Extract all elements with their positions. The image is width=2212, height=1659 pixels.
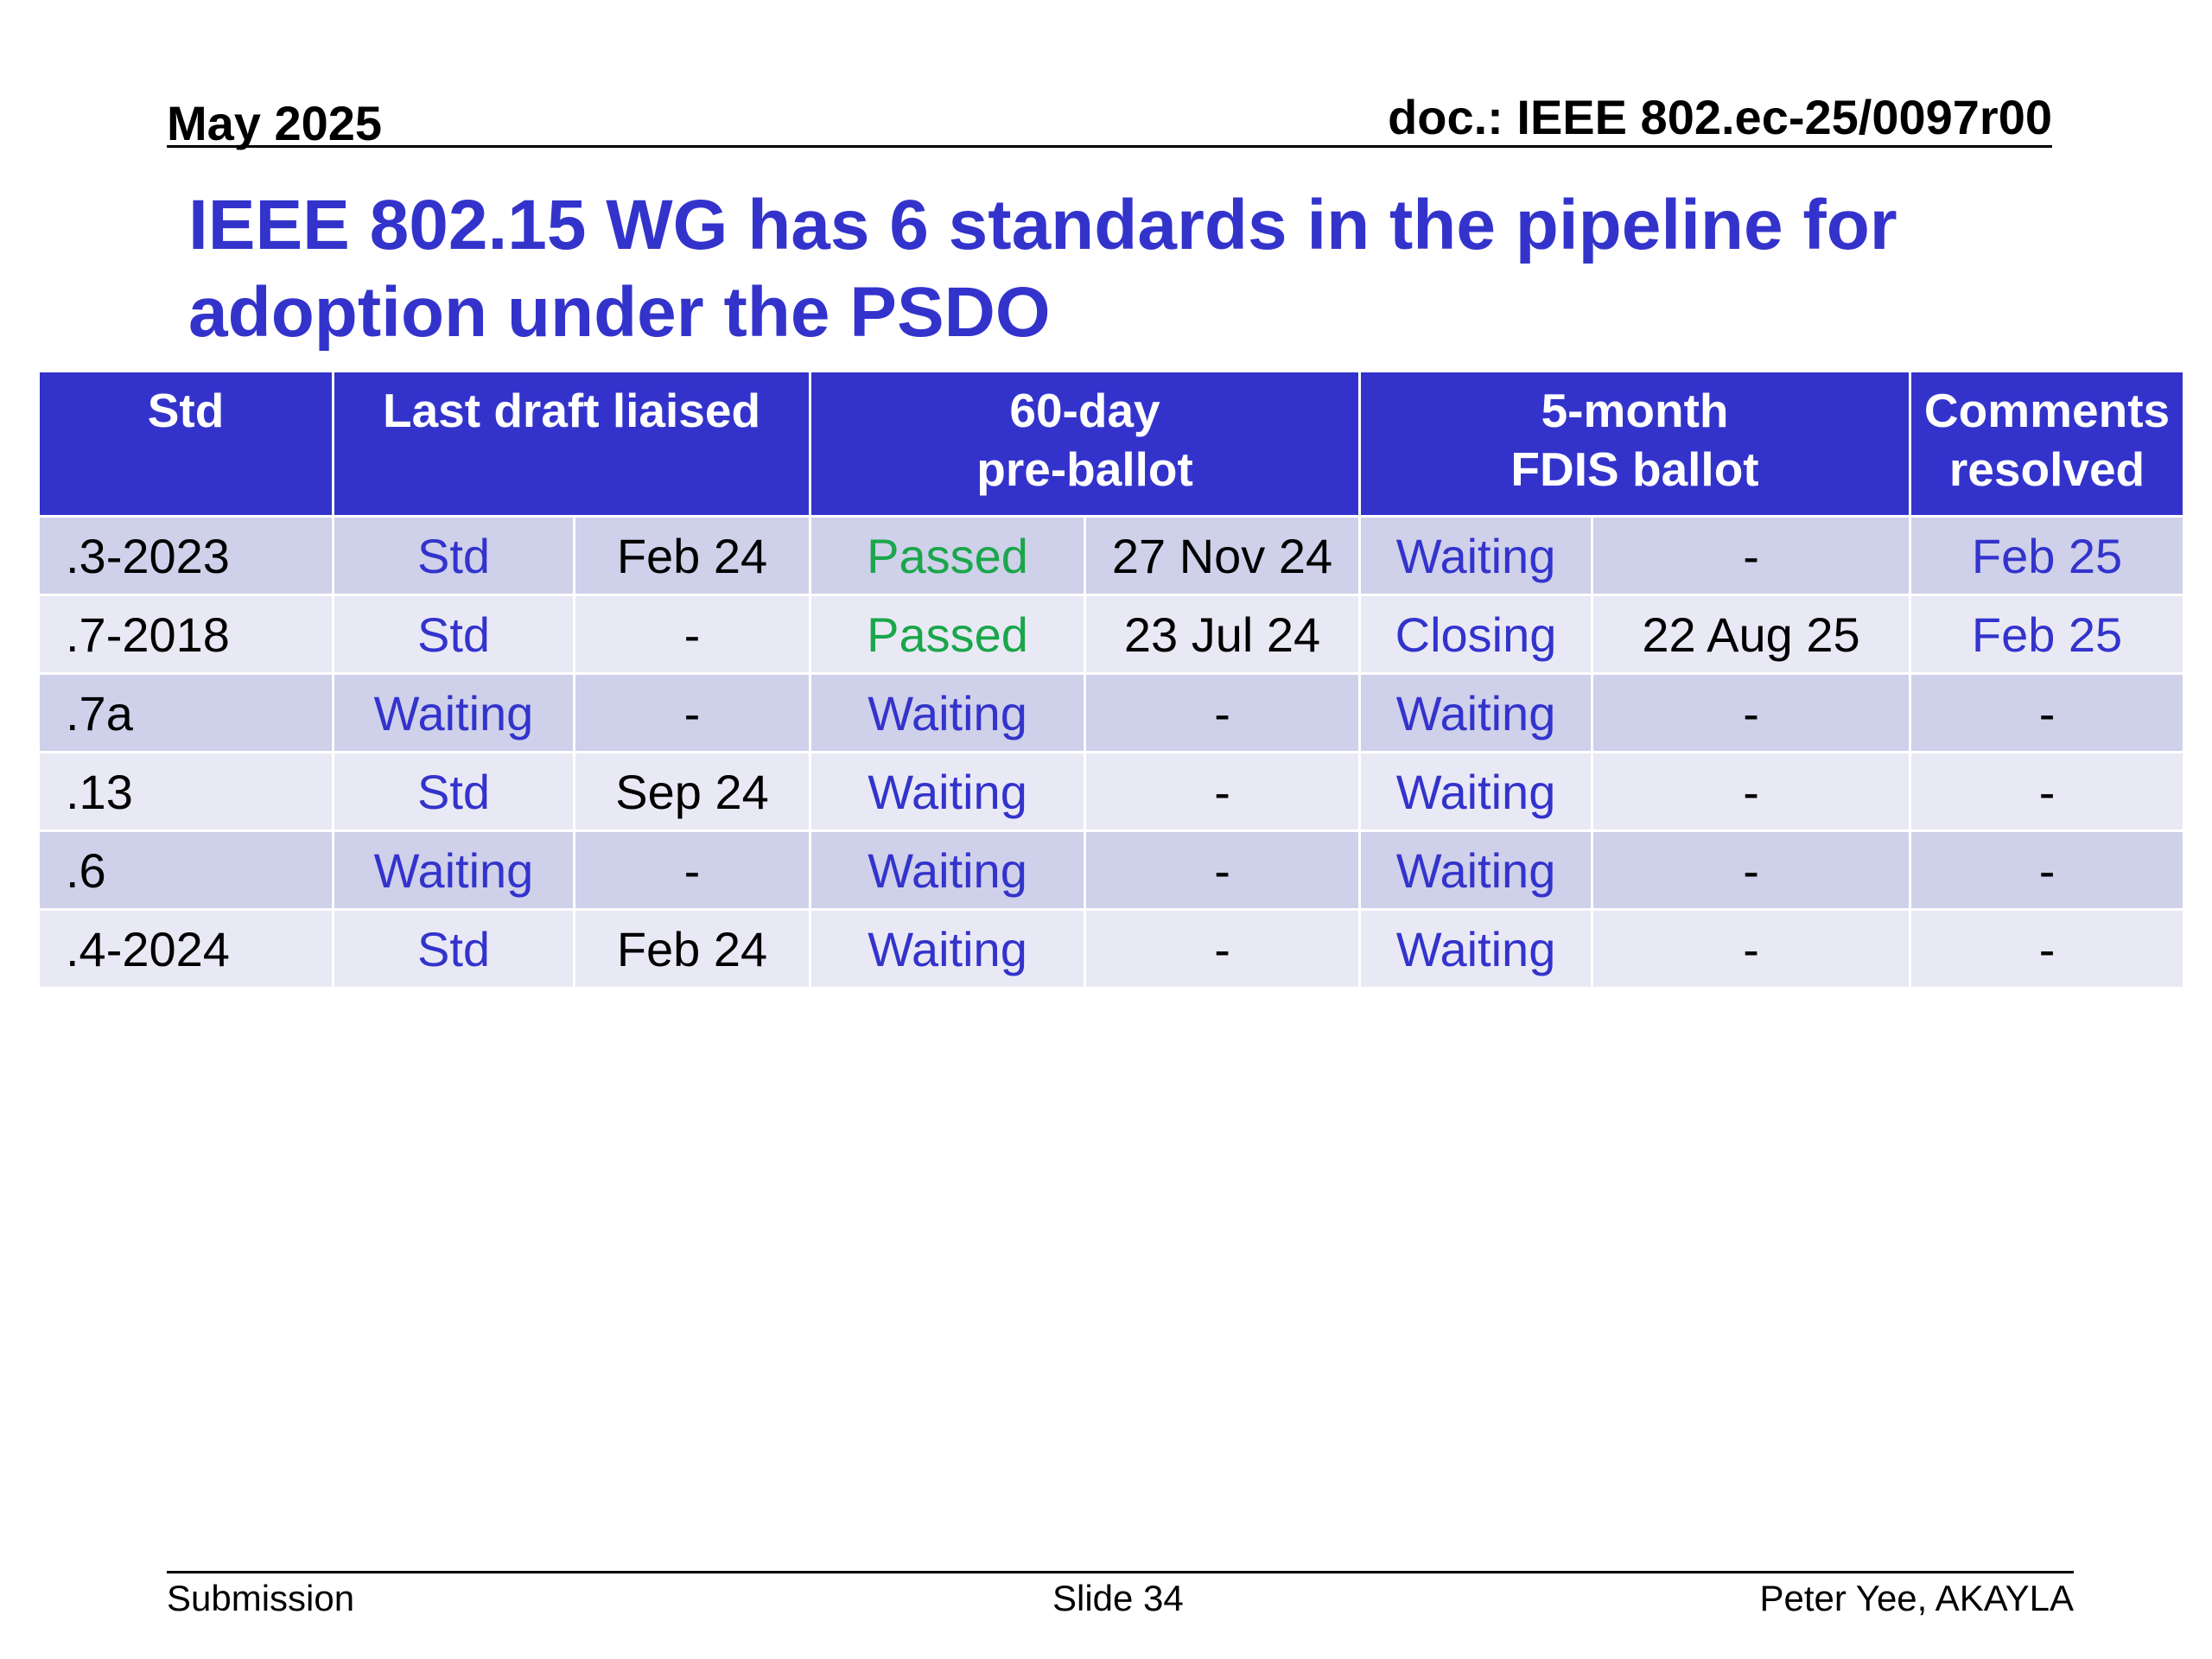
- table-row: .6 Waiting - Waiting - Waiting - -: [37, 830, 2186, 911]
- table-cell: Feb 25: [1909, 594, 2186, 675]
- table-cell: -: [1909, 672, 2186, 753]
- slide-title: IEEE 802.15 WG has 6 standards in the pi…: [188, 181, 2133, 356]
- table-cell: Waiting: [1358, 908, 1594, 989]
- table-cell: Passed: [809, 515, 1087, 596]
- table-row: .7a Waiting - Waiting - Waiting - -: [37, 672, 2186, 753]
- table-cell: Waiting: [332, 830, 575, 911]
- table-cell: -: [1084, 908, 1362, 989]
- table-cell: -: [1591, 908, 1912, 989]
- table-cell: -: [1084, 830, 1362, 911]
- table-cell: Feb 25: [1909, 515, 2186, 596]
- table-row: .4-2024 Std Feb 24 Waiting - Waiting - -: [37, 908, 2186, 989]
- table-cell: -: [1909, 908, 2186, 989]
- table-cell: Std: [332, 515, 575, 596]
- header-cell: Std: [37, 370, 334, 518]
- table-cell: Waiting: [1358, 830, 1594, 911]
- status-table: Std Last draft liaised 60-day pre-ballot…: [37, 370, 2186, 989]
- table-cell: .7-2018: [37, 594, 334, 675]
- table-cell: -: [1591, 830, 1912, 911]
- table-cell: -: [1909, 830, 2186, 911]
- table-cell: -: [572, 594, 812, 675]
- table-row: .3-2023 Std Feb 24 Passed 27 Nov 24 Wait…: [37, 515, 2186, 596]
- header-line: FDIS ballot: [1510, 442, 1759, 496]
- table-cell: Waiting: [809, 672, 1087, 753]
- table-cell: Waiting: [809, 830, 1087, 911]
- header-line: resolved: [1948, 442, 2145, 496]
- table-cell: Waiting: [1358, 515, 1594, 596]
- header-doc-id: doc.: IEEE 802.ec-25/0097r00: [1388, 90, 2052, 144]
- table-cell: Std: [332, 594, 575, 675]
- table-cell: Passed: [809, 594, 1087, 675]
- table-cell: Std: [332, 751, 575, 832]
- table-cell: 27 Nov 24: [1084, 515, 1362, 596]
- header-cell: 60-day pre-ballot: [809, 370, 1362, 518]
- header-line: 60-day: [1009, 384, 1160, 437]
- table-cell: Waiting: [809, 908, 1087, 989]
- table-cell: -: [1591, 751, 1912, 832]
- slide-title-line-2: adoption under the PSDO: [188, 273, 1051, 352]
- table-cell: .13: [37, 751, 334, 832]
- table-cell: Std: [332, 908, 575, 989]
- table-cell: -: [572, 672, 812, 753]
- table-cell: .3-2023: [37, 515, 334, 596]
- header-line: Comments: [1923, 384, 2171, 437]
- table-cell: -: [1591, 672, 1912, 753]
- table-row: .7-2018 Std - Passed 23 Jul 24 Closing 2…: [37, 594, 2186, 675]
- table-cell: -: [1591, 515, 1912, 596]
- table-cell: -: [1084, 751, 1362, 832]
- footer-author: Peter Yee, AKAYLA: [1759, 1578, 2074, 1618]
- header-cell: Last draft liaised: [331, 370, 812, 518]
- header-date: May 2025: [167, 96, 383, 150]
- table-cell: Waiting: [1358, 672, 1594, 753]
- header-cell: Comments resolved: [1909, 370, 2186, 518]
- header-divider: [167, 145, 2052, 148]
- header-line: Last draft liaised: [382, 384, 761, 437]
- table-cell: Feb 24: [572, 515, 812, 596]
- table-cell: .4-2024: [37, 908, 334, 989]
- table-cell: 23 Jul 24: [1084, 594, 1362, 675]
- table-cell: Waiting: [809, 751, 1087, 832]
- footer-submission: Submission: [167, 1578, 355, 1618]
- table-cell: Feb 24: [572, 908, 812, 989]
- header-line: pre-ballot: [976, 442, 1193, 496]
- header-cell: 5-month FDIS ballot: [1358, 370, 1912, 518]
- table-cell: -: [1084, 672, 1362, 753]
- footer-slide-number: Slide 34: [1052, 1578, 1184, 1618]
- table-cell: Closing: [1358, 594, 1594, 675]
- footer-divider: [167, 1571, 2074, 1573]
- table-cell: -: [1909, 751, 2186, 832]
- table-cell: .6: [37, 830, 334, 911]
- table-cell: Sep 24: [572, 751, 812, 832]
- table-cell: 22 Aug 25: [1591, 594, 1912, 675]
- table-cell: Waiting: [1358, 751, 1594, 832]
- header-line: 5-month: [1541, 384, 1729, 437]
- table-row: .13 Std Sep 24 Waiting - Waiting - -: [37, 751, 2186, 832]
- table-header-row: Std Last draft liaised 60-day pre-ballot…: [37, 370, 2186, 518]
- header-line: Std: [147, 384, 225, 437]
- table-cell: Waiting: [332, 672, 575, 753]
- table-cell: .7a: [37, 672, 334, 753]
- slide-title-line-1: IEEE 802.15 WG has 6 standards in the pi…: [188, 186, 1897, 264]
- table-cell: -: [572, 830, 812, 911]
